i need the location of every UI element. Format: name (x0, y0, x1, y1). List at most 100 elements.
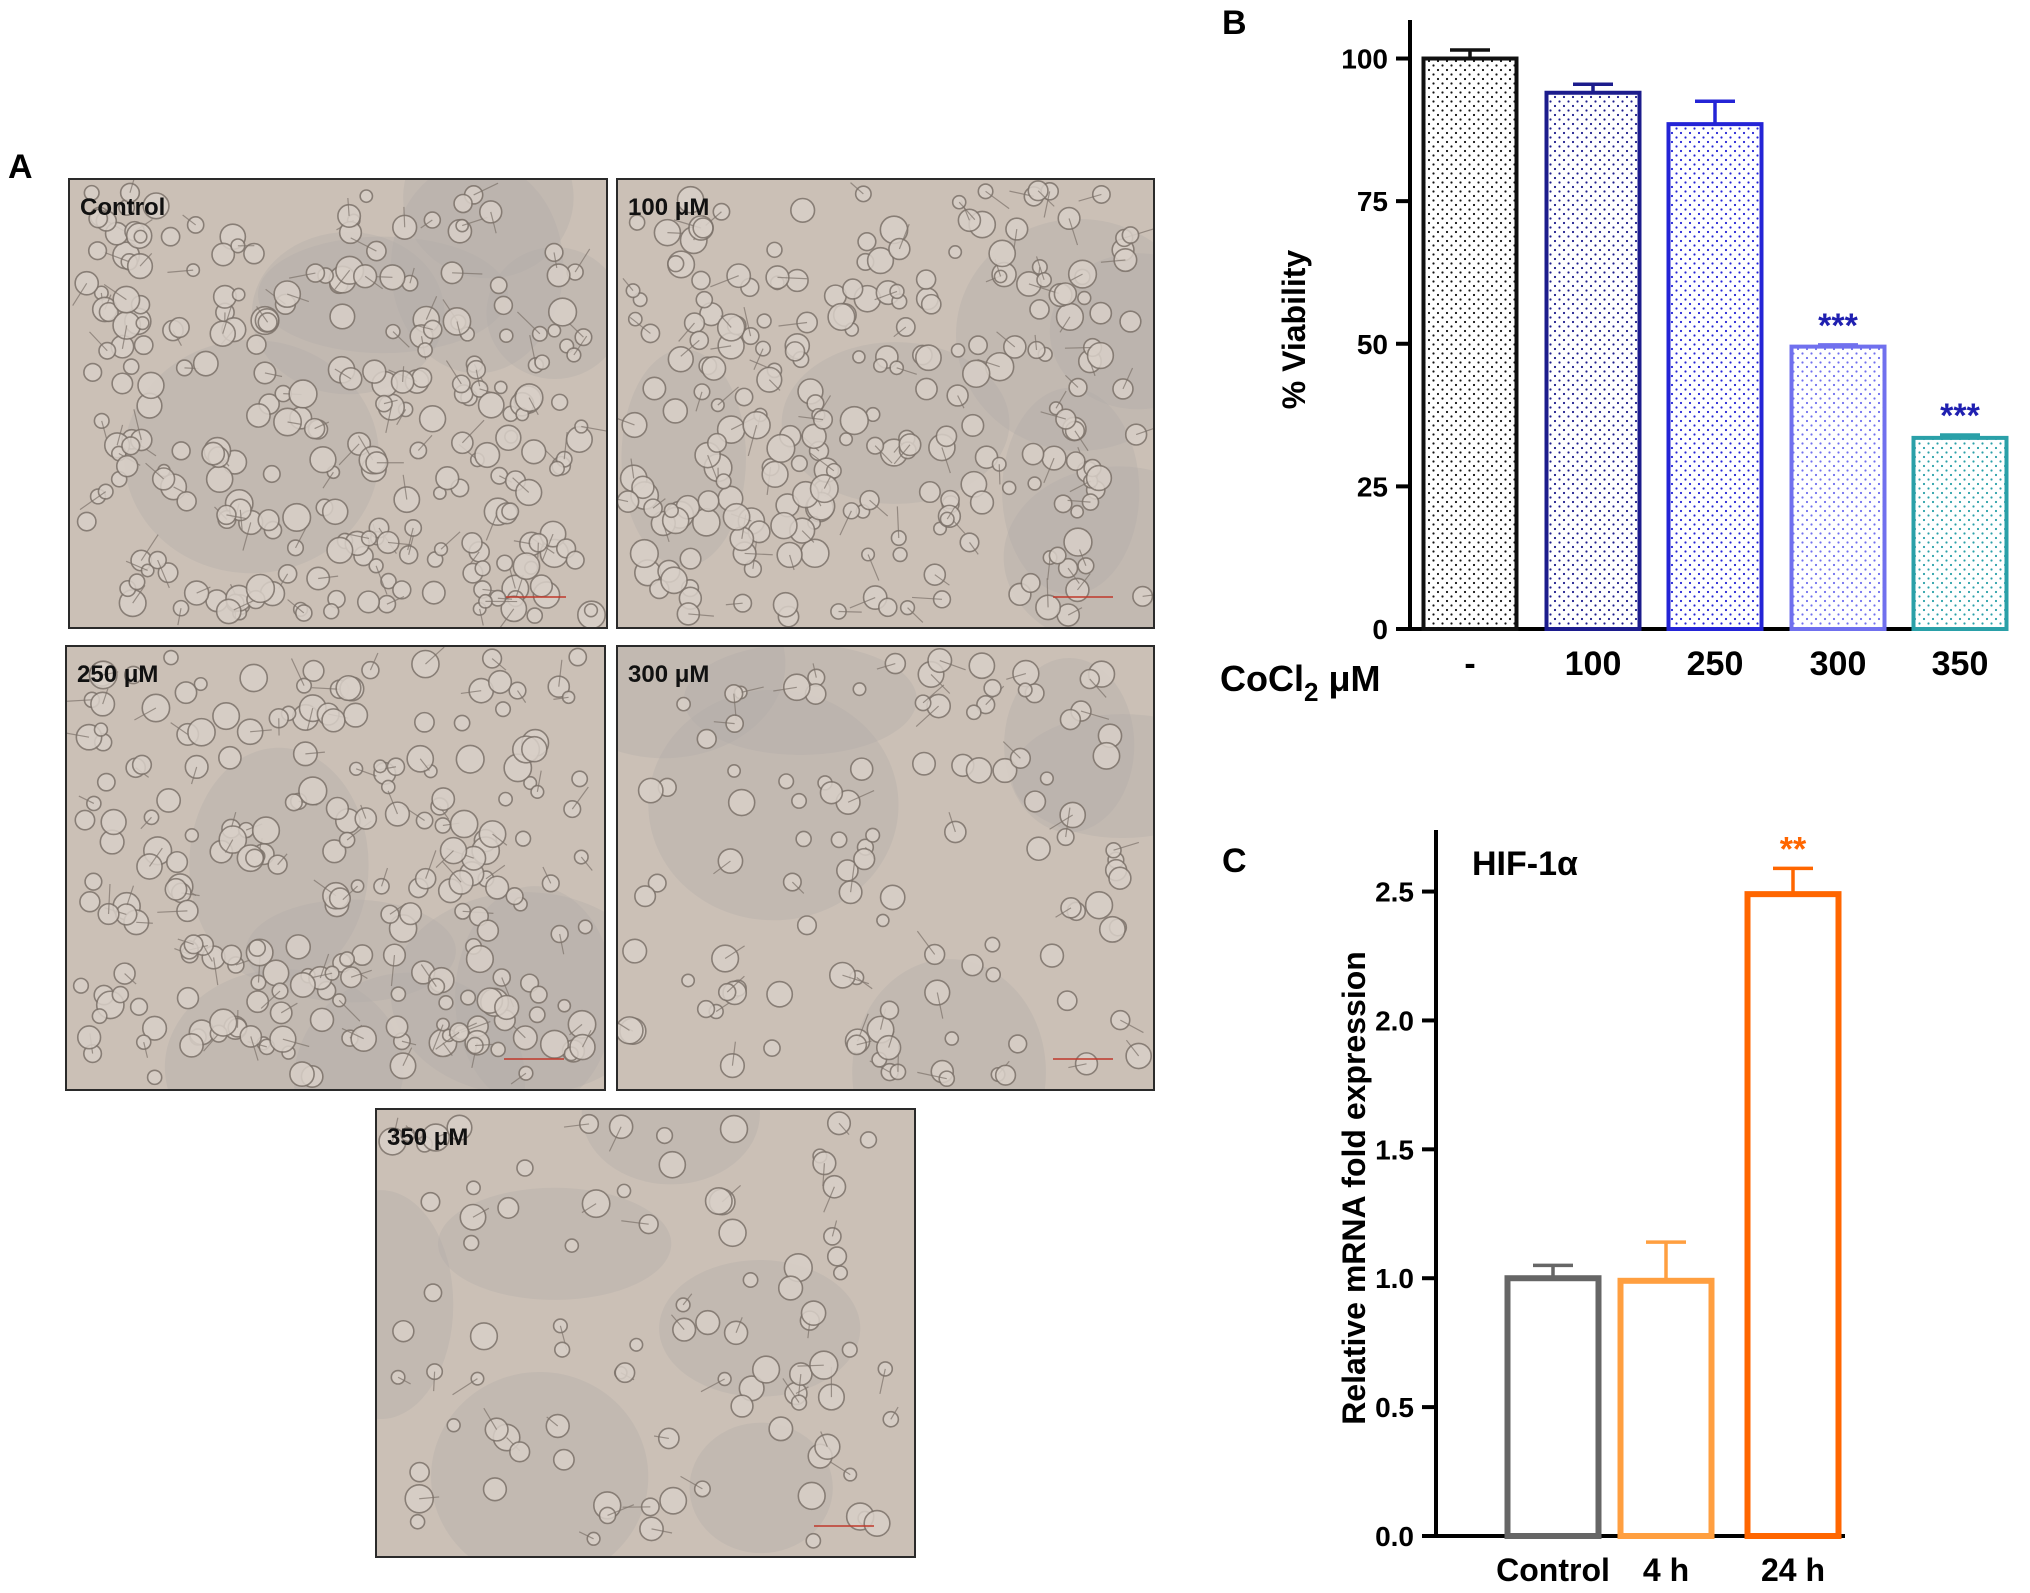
micrograph-process (456, 321, 462, 338)
micrograph-process (680, 1475, 703, 1490)
micrograph-process (915, 705, 940, 728)
micrograph-cell (1060, 897, 1082, 919)
micrograph-cell (655, 1126, 674, 1145)
micrograph-cell (420, 1191, 441, 1212)
y-tick-label: 1.0 (1375, 1263, 1414, 1294)
micrograph-cell (140, 563, 155, 578)
micrograph-cell (827, 302, 856, 332)
micrograph-process (559, 933, 565, 955)
micrograph-cell (164, 877, 188, 901)
micrograph-cell (84, 872, 103, 891)
micrograph-cell (516, 1159, 534, 1177)
micrograph-process (568, 322, 584, 338)
micrograph-cell (763, 1039, 781, 1058)
micrograph-cell (129, 997, 149, 1016)
micrograph-cell (1063, 527, 1093, 557)
micrograph-cell (245, 573, 276, 604)
micrograph-cell (545, 1413, 570, 1439)
micrograph-cell (1026, 836, 1051, 862)
micrograph-cell (142, 192, 170, 220)
micrograph-cell (756, 313, 772, 329)
micrograph-cell (251, 816, 281, 845)
micrograph-process (797, 1374, 802, 1396)
micrograph-cell (927, 647, 953, 674)
micrograph-cell (679, 547, 702, 570)
micrograph-process (433, 1371, 436, 1392)
micrograph-cell (335, 674, 362, 702)
micrograph-cell (634, 885, 657, 908)
micrograph-process (445, 360, 462, 385)
micrograph-cell (882, 1410, 900, 1428)
micrograph-cell (653, 218, 682, 247)
micrograph-label: 100 μM (628, 194, 710, 221)
micrograph-cell (368, 558, 384, 574)
micrograph-cell (616, 1183, 632, 1199)
micrograph-cell (1053, 494, 1073, 514)
micrograph-cell (777, 1275, 804, 1301)
micrograph-cell (697, 490, 720, 513)
micrograph-cell (91, 1008, 108, 1025)
micrograph-process (1006, 672, 1027, 680)
micrograph-cell (564, 1238, 580, 1253)
micrograph-cell (704, 1187, 733, 1216)
micrograph-process (1089, 678, 1107, 698)
micrograph-process (517, 690, 527, 703)
micrograph-process (89, 331, 108, 352)
micrograph-process (129, 180, 135, 193)
micrograph-cell (842, 278, 864, 300)
y-tick-label: 100 (1341, 44, 1388, 75)
micrograph-cell (722, 502, 751, 531)
micrograph-process (475, 369, 481, 387)
micrograph-cell (801, 423, 827, 450)
micrograph-cell (676, 602, 701, 626)
micrograph-cell (79, 891, 101, 913)
micrograph-process (778, 321, 808, 327)
micrograph-process (280, 1002, 298, 1014)
micrograph-process (916, 930, 936, 955)
micrograph-cell (766, 241, 783, 259)
micrograph-process (103, 251, 130, 263)
micrograph-process (1055, 390, 1067, 409)
micrograph-cell (574, 419, 589, 434)
micrograph-process (139, 252, 153, 267)
micrograph-process (713, 721, 735, 725)
micrograph-cell (549, 460, 565, 477)
micrograph-cell (350, 1025, 378, 1053)
micrograph-cell (961, 413, 985, 438)
micrograph-process (621, 1220, 649, 1225)
micrograph-cell (508, 681, 527, 700)
micrograph-cell (568, 647, 588, 667)
micrograph-cell (282, 502, 312, 533)
micrograph-process (998, 464, 1001, 485)
micrograph-process (101, 420, 108, 439)
micrograph-cell (514, 830, 532, 847)
micrograph-process (948, 812, 956, 833)
micrograph-cell (1039, 771, 1054, 786)
micrograph-process (581, 425, 606, 432)
micrograph-process (542, 866, 552, 884)
micrograph-process (389, 903, 407, 915)
micrograph-process (1047, 557, 1051, 580)
micrograph-process (222, 304, 233, 334)
micrograph-cell (493, 380, 508, 395)
micrograph-process (67, 732, 90, 738)
micrograph-process (157, 910, 188, 913)
micrograph-cell (248, 939, 267, 957)
micrograph-process (528, 397, 539, 416)
micrograph-process (435, 1031, 460, 1050)
micrograph-process (1113, 841, 1140, 851)
micrograph-cell (565, 550, 585, 570)
micrograph-cell (435, 466, 460, 491)
micrograph-cell (392, 580, 412, 600)
micrograph-process (898, 223, 910, 250)
micrograph-cell (72, 977, 90, 994)
micrograph-cell (390, 986, 407, 1002)
micrograph-cell (521, 735, 548, 763)
micrograph-process (334, 269, 351, 290)
micrograph-process (314, 421, 330, 430)
y-tick-label: 50 (1357, 329, 1388, 360)
micrograph-cell (373, 877, 390, 895)
micrograph-process (569, 1023, 583, 1036)
micrograph-process (497, 597, 513, 600)
micrograph-process (571, 786, 589, 810)
